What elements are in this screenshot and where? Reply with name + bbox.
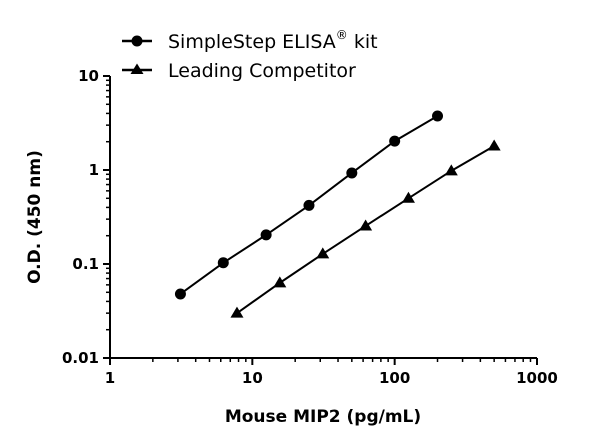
y-axis-label: O.D. (450 nm) xyxy=(25,150,45,284)
y-tick-label: 0.1 xyxy=(72,255,99,273)
x-tick-label: 10 xyxy=(242,369,263,387)
data-point-circle xyxy=(174,288,186,300)
x-axis-label: Mouse MIP2 (pg/mL) xyxy=(225,407,421,427)
data-point-triangle xyxy=(359,219,373,231)
y-tick-label: 0.01 xyxy=(62,349,99,367)
data-point-triangle xyxy=(230,306,244,318)
data-point-circle xyxy=(346,167,358,179)
data-point-circle xyxy=(217,257,229,269)
legend-label-simplestep: SimpleStep ELISA® kit xyxy=(168,28,378,53)
data-point-circle xyxy=(303,199,315,211)
data-point-triangle xyxy=(316,247,330,259)
data-point-circle xyxy=(389,135,401,147)
x-tick-label: 1000 xyxy=(516,369,558,387)
data-point-circle xyxy=(260,229,272,241)
legend: SimpleStep ELISA® kit Leading Competitor xyxy=(122,28,378,82)
data-point-circle xyxy=(432,110,444,122)
legend-marker-triangle xyxy=(130,63,144,74)
data-point-triangle xyxy=(273,276,287,288)
y-tick-label: 1 xyxy=(89,161,99,179)
data-point-triangle xyxy=(444,164,458,176)
data-point-triangle xyxy=(487,139,501,151)
y-tick-label: 10 xyxy=(78,67,99,85)
x-tick-label: 1 xyxy=(105,369,115,387)
legend-marker-circle xyxy=(131,35,143,47)
legend-label-competitor: Leading Competitor xyxy=(168,60,356,82)
data-point-triangle xyxy=(401,191,415,203)
x-tick-label: 100 xyxy=(379,369,410,387)
